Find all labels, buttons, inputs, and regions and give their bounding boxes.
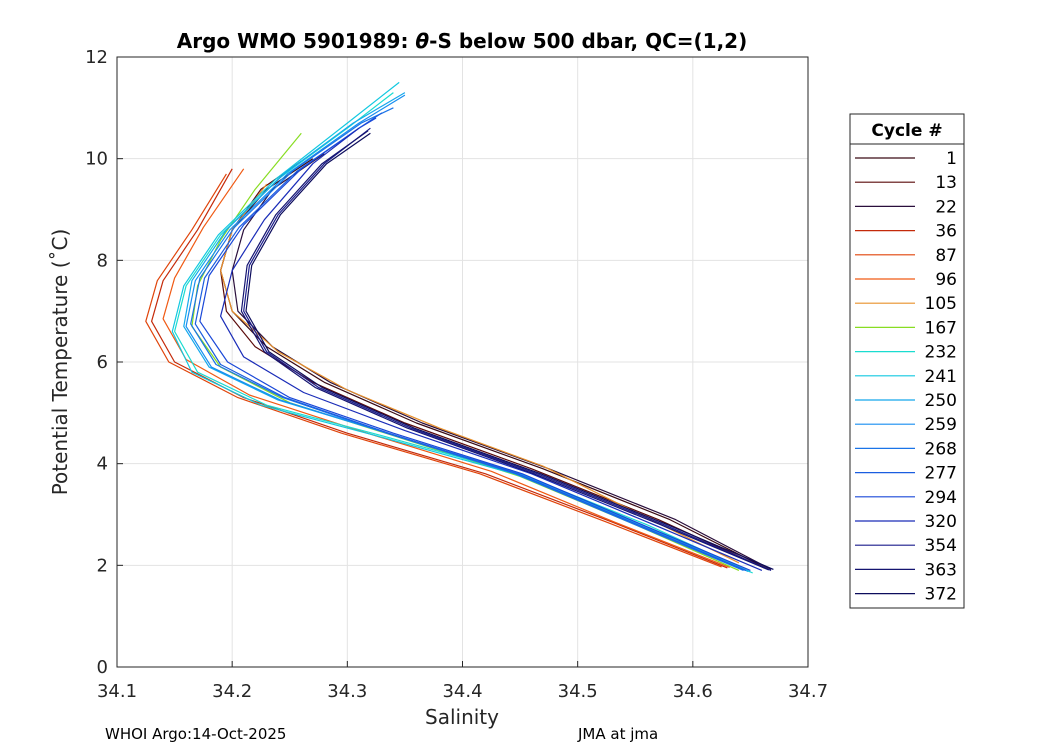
- y-tick-label: 4: [97, 454, 108, 475]
- legend-label-36: 36: [935, 222, 957, 242]
- y-tick-label: 12: [85, 47, 108, 68]
- series-line-363: [240, 130, 770, 571]
- x-tick-label: 34.5: [558, 681, 598, 702]
- legend-box: [849, 113, 965, 609]
- series-line-354: [243, 127, 772, 571]
- footer-left-text: WHOI Argo:14-Oct-2025: [105, 725, 287, 743]
- legend-label-268: 268: [925, 439, 957, 459]
- chart-title: Argo WMO 5901989: θ-S below 500 dbar, QC…: [177, 29, 747, 53]
- x-tick-label: 34.3: [327, 681, 367, 702]
- y-axis-ticks: 0 2 4 6 8 10 12: [85, 47, 123, 678]
- x-axis-ticks: 34.1 34.2 34.3 34.4 34.5 34.6 34.7: [97, 661, 828, 702]
- legend-items: 1 13 22 36 87 96 105 167 232 241 250 259 268 277 294 32…: [855, 149, 957, 605]
- legend-label-250: 250: [925, 391, 957, 411]
- x-tick-label: 34.1: [97, 681, 137, 702]
- series-line-250: [183, 92, 749, 572]
- legend-label-277: 277: [925, 464, 957, 484]
- legend-label-354: 354: [925, 536, 957, 556]
- legend-label-241: 241: [925, 367, 957, 387]
- legend-label-167: 167: [925, 318, 957, 338]
- legend-label-1: 1: [946, 149, 957, 169]
- legend-label-13: 13: [935, 173, 957, 193]
- legend-label-96: 96: [935, 270, 957, 290]
- series-line-320: [220, 127, 763, 571]
- legend-label-105: 105: [925, 294, 957, 314]
- legend-label-294: 294: [925, 488, 957, 508]
- y-tick-label: 6: [97, 352, 108, 373]
- legend-label-232: 232: [925, 343, 957, 363]
- footer-right-text: JMA at jma: [578, 725, 659, 743]
- title-theta-symbol: θ: [415, 29, 429, 53]
- x-axis-label: Salinity: [425, 705, 499, 729]
- series-line-87: [145, 173, 722, 568]
- legend: Cycle # 1 13 22 36 87 96 105 167 232 241 250 259 268…: [849, 113, 965, 609]
- series-line-294: [199, 117, 751, 571]
- data-series: [145, 81, 774, 574]
- legend-title: Cycle #: [871, 121, 942, 141]
- x-tick-label: 34.2: [212, 681, 252, 702]
- series-line-268: [190, 107, 744, 571]
- y-tick-label: 2: [97, 555, 108, 576]
- x-tick-label: 34.7: [788, 681, 828, 702]
- x-tick-label: 34.6: [673, 681, 713, 702]
- x-tick-label: 34.4: [442, 681, 482, 702]
- y-tick-label: 8: [97, 250, 108, 271]
- y-tick-label: 10: [85, 149, 108, 170]
- legend-label-372: 372: [925, 585, 957, 605]
- y-tick-label: 0: [97, 657, 108, 678]
- legend-label-87: 87: [935, 246, 957, 266]
- legend-label-320: 320: [925, 512, 957, 532]
- legend-label-259: 259: [925, 415, 957, 435]
- series-line-96: [162, 168, 730, 568]
- legend-label-363: 363: [925, 560, 957, 580]
- legend-label-22: 22: [935, 197, 957, 217]
- y-axis-label: Potential Temperature (˚C): [48, 229, 72, 496]
- series-line-372: [245, 132, 774, 570]
